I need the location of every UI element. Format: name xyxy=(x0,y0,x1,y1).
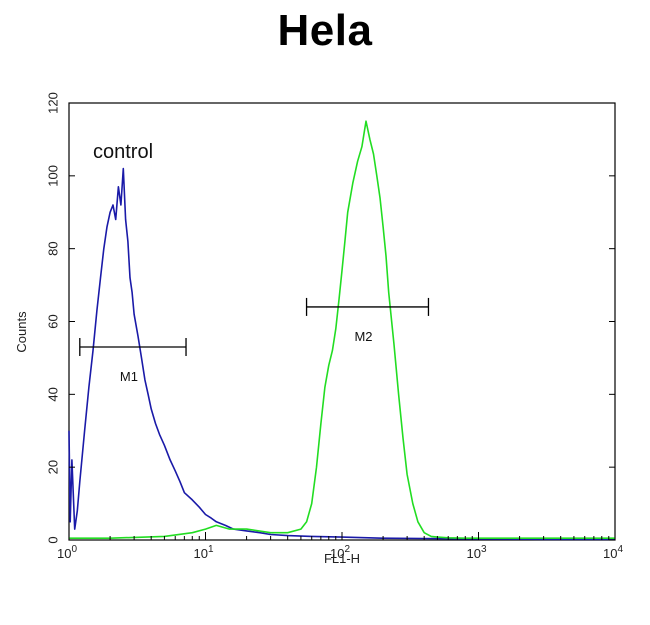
gate-label-1: M1 xyxy=(120,369,138,384)
y-tick-label: 100 xyxy=(45,165,60,187)
y-axis-label: Counts xyxy=(14,311,29,353)
series-layer xyxy=(68,120,615,541)
chart-title: Hela xyxy=(277,6,373,55)
plot-frame xyxy=(68,102,616,541)
x-tick-label: 103 xyxy=(466,544,486,561)
series-line-1 xyxy=(68,167,615,541)
series-line-2 xyxy=(69,120,615,540)
y-tick-label: 120 xyxy=(45,92,60,114)
y-tick-label: 0 xyxy=(45,536,60,543)
x-axis-label: FL1-H xyxy=(324,551,360,566)
x-tick-label: 104 xyxy=(603,544,623,561)
gate-layer: M1 M2 xyxy=(79,297,430,384)
y-tick-label: 60 xyxy=(45,314,60,328)
y-tick-label: 20 xyxy=(45,460,60,474)
control-label: control xyxy=(93,141,153,163)
x-tick-label: 101 xyxy=(193,544,213,561)
y-tick-label: 80 xyxy=(45,241,60,255)
x-tick-label: 100 xyxy=(57,544,77,561)
gate-label-2: M2 xyxy=(354,329,372,344)
y-tick-label: 40 xyxy=(45,387,60,401)
